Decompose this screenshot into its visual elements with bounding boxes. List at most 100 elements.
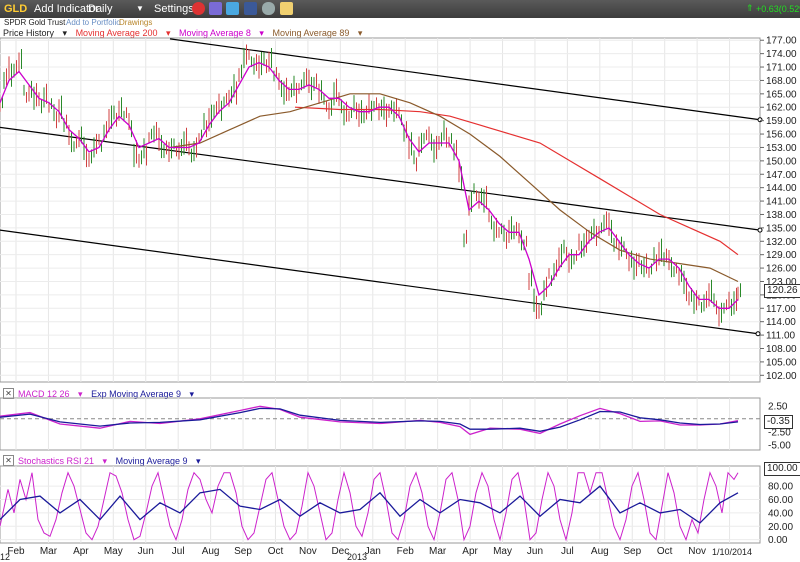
price-tick-label: 162.00	[766, 103, 797, 114]
x-tick-label: Jul	[561, 546, 574, 557]
x-tick-label: Feb	[7, 546, 25, 557]
x-tick-label: Sep	[623, 546, 641, 557]
refresh-icon[interactable]	[192, 2, 205, 15]
legend-stoch-label: Stochastics RSI 21	[18, 456, 95, 466]
x-tick-label: Nov	[299, 546, 317, 557]
x-tick-label: Jul	[172, 546, 185, 557]
x-tick-label: Apr	[73, 546, 89, 557]
add-indicator-button[interactable]: Add Indicator	[34, 3, 99, 15]
legend-ma89-label: Moving Average 89	[272, 28, 350, 38]
x-tick-label: Mar	[40, 546, 58, 557]
price-tick-label: 174.00	[766, 49, 797, 60]
last-stoch-box: 100.00	[764, 462, 800, 476]
ma8-line	[0, 61, 739, 309]
legend-macd-ema[interactable]: Exp Moving Average 9 ▾	[91, 389, 194, 399]
macd-line	[0, 405, 739, 436]
x-tick-label: May	[104, 546, 123, 557]
x-tick-label: May	[493, 546, 512, 557]
x-tick-label: Apr	[462, 546, 478, 557]
price-tick-label: 132.00	[766, 237, 797, 248]
price-tick-label: 129.00	[766, 250, 797, 261]
note-icon[interactable]	[280, 2, 293, 15]
period-label: Daily	[88, 3, 113, 15]
x-tick-label: Mar	[429, 546, 447, 557]
price-tick-label: 177.00	[766, 36, 797, 47]
x-tick-label: Aug	[591, 546, 609, 557]
macd-signal-line	[0, 407, 739, 432]
price-tick-label: 141.00	[766, 197, 797, 208]
macd-series	[0, 405, 739, 436]
legend-ma8[interactable]: Moving Average 8 ▾	[179, 28, 264, 38]
price-tick-label: 153.00	[766, 143, 797, 154]
price-tick-label: 138.00	[766, 210, 797, 221]
price-tick-label: 147.00	[766, 170, 797, 181]
settings-button[interactable]: Settings	[154, 3, 194, 15]
price-series	[0, 44, 741, 327]
price-tick-label: 126.00	[766, 264, 797, 275]
period-select[interactable]: Daily	[88, 3, 112, 15]
stoch-tick-label: 40.00	[768, 508, 793, 519]
price-tick-label: 108.00	[766, 344, 797, 355]
stoch-tick-label: 80.00	[768, 482, 793, 493]
price-panel-legend: Price History ▾ Moving Average 200 ▾ Mov…	[3, 28, 368, 39]
price-tick-label: 168.00	[766, 76, 797, 87]
x-tick-label: Oct	[268, 546, 284, 557]
macd-tick-label: 2.50	[768, 401, 788, 412]
x-tick-label: Oct	[657, 546, 673, 557]
facebook-icon[interactable]	[244, 2, 257, 15]
stoch-tick-label: 0.00	[768, 535, 788, 546]
grid	[0, 37, 761, 544]
price-tick-label: 123.00	[766, 277, 797, 288]
trendline	[0, 229, 759, 335]
trendline-handle	[757, 227, 763, 233]
subbar: SPDR Gold Trust Add to Portfolio Drawing…	[0, 18, 800, 28]
legend-ma8-label: Moving Average 8	[179, 28, 251, 38]
stoch-tick-label: 60.00	[768, 495, 793, 506]
price-tick-label: 111.00	[766, 331, 796, 342]
drawings-link[interactable]: Drawings	[119, 18, 153, 27]
stoch-tick-label: 20.00	[768, 522, 793, 533]
stoch-panel-frame	[0, 465, 761, 544]
symbol-label[interactable]: GLD	[4, 3, 28, 15]
legend-stoch[interactable]: Stochastics RSI 21 ▾	[18, 456, 108, 466]
trendline	[169, 38, 761, 121]
chart-type-icon[interactable]	[209, 2, 222, 15]
legend-ma89[interactable]: Moving Average 89 ▾	[272, 28, 363, 38]
period-chevron-down-icon[interactable]: ▼	[136, 4, 144, 13]
legend-price-history[interactable]: Price History ▾	[3, 28, 68, 38]
legend-macd-ema-label: Exp Moving Average 9	[91, 389, 181, 399]
x-tick-label: Feb	[397, 546, 415, 557]
macd-panel-legend: MACD 12 26 ▾ Exp Moving Average 9 ▾	[18, 389, 200, 400]
price-tick-label: 114.00	[766, 317, 796, 328]
x-tick-label: Jan	[365, 546, 381, 557]
ma89-line	[169, 93, 739, 283]
up-arrow-icon: ⇑	[746, 3, 754, 13]
price-tick-label: 156.00	[766, 130, 797, 141]
toolbar: GLD Add Indicator Daily ▼ Settings ⇑ +0.…	[0, 0, 800, 18]
legend-ma200[interactable]: Moving Average 200 ▾	[75, 28, 171, 38]
print-icon[interactable]	[262, 2, 275, 15]
x-tick-label: Jun	[527, 546, 543, 557]
legend-stoch-ma-label: Moving Average 9	[115, 456, 188, 466]
current-date-label: 1/10/2014	[712, 547, 753, 557]
price-tick-label: 117.00	[766, 304, 796, 315]
macd-tick-label: -5.00	[768, 440, 791, 451]
price-tick-label: 144.00	[766, 183, 797, 194]
legend-stoch-ma[interactable]: Moving Average 9 ▾	[115, 456, 201, 466]
trendline	[0, 126, 761, 231]
macd-panel-frame	[0, 397, 761, 451]
trendline-handle	[757, 117, 763, 123]
price-tick-label: 102.00	[766, 371, 797, 382]
price-change-label: +0.63(0.52%)	[756, 4, 800, 14]
year-start-label: 12	[0, 552, 11, 562]
stoch-ma-line	[0, 485, 739, 524]
stoch-panel-legend: Stochastics RSI 21 ▾ Moving Average 9 ▾	[18, 456, 207, 467]
add-to-portfolio-link[interactable]: Add to Portfolio	[66, 18, 121, 27]
x-tick-label: Nov	[688, 546, 706, 557]
last-macd-box: -0.35	[764, 415, 793, 429]
axes: Feb Mar Apr May Jun Jul Aug Sep Oct Nov Dec Jan Feb M…	[7, 36, 797, 557]
legend-macd[interactable]: MACD 12 26 ▾	[18, 389, 83, 399]
twitter-icon[interactable]	[226, 2, 239, 15]
price-tick-label: 105.00	[766, 357, 797, 368]
